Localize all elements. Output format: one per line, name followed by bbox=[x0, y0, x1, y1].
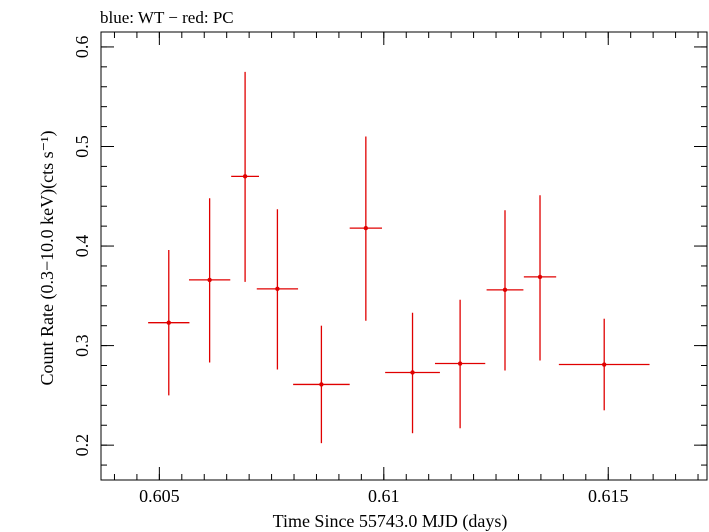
point-marker bbox=[166, 320, 171, 325]
y-tick-labels: 0.2 0.3 0.4 0.5 0.6 bbox=[72, 36, 92, 457]
minor-ticks bbox=[101, 32, 707, 480]
y-tick-label: 0.6 bbox=[72, 36, 92, 59]
x-tick-label: 0.615 bbox=[588, 486, 629, 506]
y-tick-label: 0.5 bbox=[72, 135, 92, 158]
point-marker bbox=[319, 382, 324, 387]
data-point bbox=[231, 71, 260, 282]
point-marker bbox=[457, 361, 463, 366]
point-marker bbox=[537, 274, 543, 280]
x-tick-label: 0.605 bbox=[139, 486, 180, 506]
data-point bbox=[256, 209, 299, 370]
data-point bbox=[385, 312, 440, 434]
y-tick-label: 0.2 bbox=[72, 434, 92, 457]
data-point bbox=[523, 195, 557, 361]
data-points bbox=[148, 71, 650, 444]
point-marker bbox=[410, 370, 415, 375]
point-marker bbox=[363, 225, 369, 231]
data-point bbox=[558, 318, 650, 411]
point-marker bbox=[275, 286, 280, 292]
data-point bbox=[486, 210, 524, 371]
point-marker bbox=[602, 362, 607, 367]
y-tick-label: 0.4 bbox=[72, 235, 92, 257]
data-point bbox=[434, 299, 486, 429]
plot-frame bbox=[100, 31, 708, 481]
data-point bbox=[293, 325, 350, 444]
point-marker bbox=[502, 287, 508, 293]
y-tick-label: 0.3 bbox=[72, 334, 92, 357]
x-tick-label: 0.61 bbox=[368, 486, 400, 506]
x-tick-labels: 0.605 0.61 0.615 bbox=[139, 486, 628, 506]
point-marker bbox=[242, 174, 248, 179]
data-point bbox=[349, 136, 383, 321]
y-axis-label: Count Rate (0.3−10.0 keV)(cts s⁻¹) bbox=[37, 130, 58, 385]
major-ticks bbox=[101, 32, 707, 480]
chart-title: blue: WT − red: PC bbox=[100, 8, 234, 27]
point-marker bbox=[207, 277, 212, 283]
data-point bbox=[188, 198, 231, 363]
x-axis-label: Time Since 55743.0 MJD (days) bbox=[273, 511, 508, 532]
data-point bbox=[148, 250, 190, 396]
